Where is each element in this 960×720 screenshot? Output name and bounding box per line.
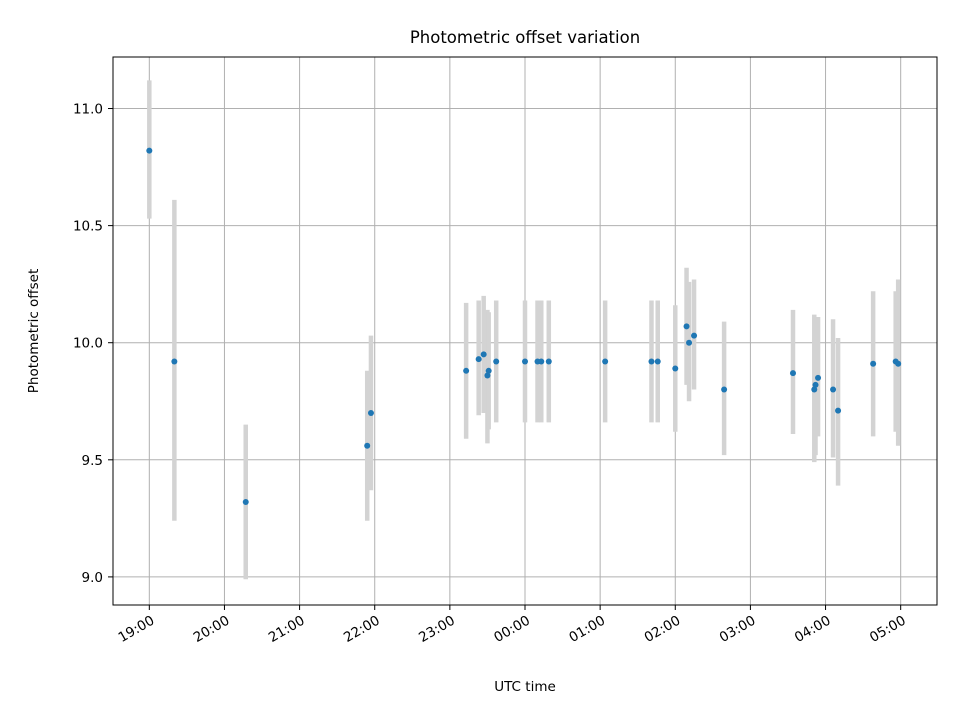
x-axis-label: UTC time: [494, 679, 556, 695]
data-point: [364, 442, 371, 449]
data-point: [870, 360, 877, 367]
data-point: [480, 351, 487, 358]
data-point: [811, 386, 818, 393]
data-point: [721, 386, 728, 393]
y-tick-label: 9.0: [82, 570, 103, 586]
chart-title: Photometric offset variation: [410, 28, 640, 47]
data-point: [789, 370, 796, 377]
data-point: [493, 358, 500, 365]
data-point: [484, 372, 491, 379]
y-tick-label: 10.5: [73, 219, 103, 235]
data-point: [654, 358, 661, 365]
data-point: [895, 360, 902, 367]
data-point: [367, 409, 374, 416]
data-point: [691, 332, 698, 339]
y-axis-label: Photometric offset: [26, 269, 42, 393]
data-point: [815, 374, 822, 381]
data-point: [146, 147, 153, 154]
y-tick-label: 10.0: [73, 336, 103, 352]
data-point: [835, 407, 842, 414]
data-points: [146, 147, 902, 505]
data-point: [485, 367, 492, 374]
data-point: [672, 365, 679, 372]
data-point: [812, 381, 819, 388]
data-point: [475, 356, 482, 363]
data-point: [545, 358, 552, 365]
data-point: [538, 358, 545, 365]
y-tick-label: 11.0: [73, 102, 103, 118]
data-point: [522, 358, 528, 365]
data-point: [648, 358, 655, 365]
y-axis-ticks: 9.0 9.5 10.0 10.5 11.0: [73, 102, 113, 586]
data-point: [830, 386, 837, 393]
data-point: [463, 367, 470, 374]
data-point: [171, 358, 178, 365]
data-point: [686, 339, 693, 346]
y-tick-label: 9.5: [82, 453, 103, 469]
data-point: [683, 323, 690, 330]
data-point: [602, 358, 609, 365]
data-point: [242, 498, 249, 505]
